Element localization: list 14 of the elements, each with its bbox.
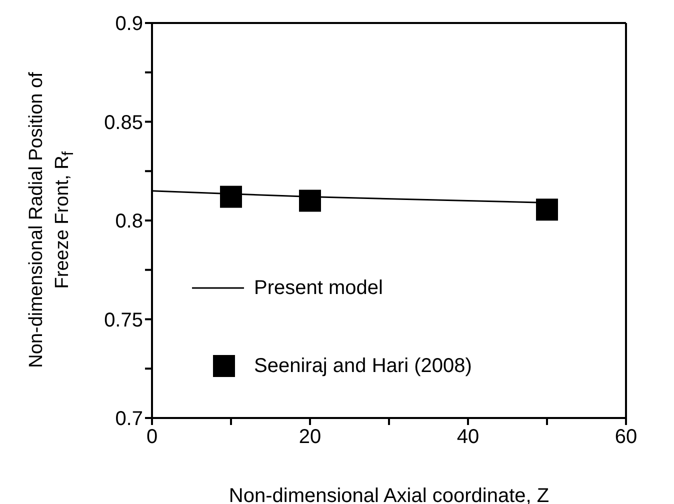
legend-label: Present model (254, 276, 383, 300)
y-tick-label: 0.85 (104, 112, 143, 134)
y-tick-label: 0.8 (115, 210, 143, 233)
point (299, 190, 321, 212)
y-tick-label: 0.9 (115, 13, 143, 36)
x-tick-label: 60 (614, 426, 638, 448)
point (536, 198, 558, 221)
x-tick-label: 40 (456, 426, 480, 448)
x-tick-label: 0 (146, 426, 158, 448)
legend-label: Seeniraj and Hari (2008) (254, 354, 472, 378)
y-tick-label: 0.7 (115, 408, 143, 430)
y-tick-label: 0.75 (104, 309, 143, 332)
point (220, 186, 242, 208)
x-tick-label: 20 (298, 426, 322, 448)
